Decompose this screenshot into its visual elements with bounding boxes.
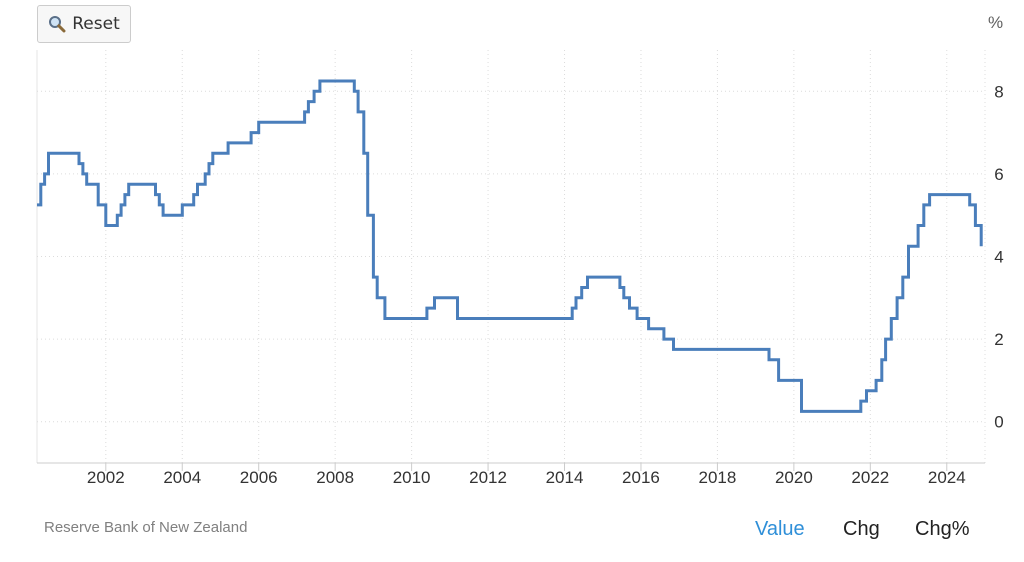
x-tick-label: 2022 xyxy=(851,468,889,487)
x-tick-label: 2014 xyxy=(546,468,584,487)
reset-label: Reset xyxy=(72,14,120,34)
x-tick-label: 2018 xyxy=(699,468,737,487)
mode-chg-pct[interactable]: Chg% xyxy=(915,518,970,540)
series-line xyxy=(37,79,983,413)
series xyxy=(37,79,983,413)
x-tick-label: 2020 xyxy=(775,468,813,487)
mode-chg[interactable]: Chg xyxy=(843,518,880,540)
x-tick-label: 2010 xyxy=(393,468,431,487)
magnifier-icon xyxy=(48,15,66,33)
y-tick-label: 6 xyxy=(994,165,1003,184)
reset-zoom-button[interactable]: Reset xyxy=(37,5,131,43)
y-tick-label: 0 xyxy=(994,413,1003,432)
y-tick-label: 8 xyxy=(994,82,1003,101)
x-tick-label: 2012 xyxy=(469,468,507,487)
x-tick-label: 2006 xyxy=(240,468,278,487)
x-tick-label: 2016 xyxy=(622,468,660,487)
grid xyxy=(36,50,986,463)
x-tick-label: 2004 xyxy=(163,468,201,487)
x-tick-label: 2024 xyxy=(928,468,966,487)
axes: 2002 2004 2006 2008 2010 2012 2014 2016 2018 2020… xyxy=(37,82,1004,487)
data-source: Reserve Bank of New Zealand xyxy=(44,519,248,536)
y-axis-unit: % xyxy=(988,13,1004,32)
mode-value[interactable]: Value xyxy=(755,518,805,540)
x-tick-label: 2002 xyxy=(87,468,125,487)
x-tick-label: 2008 xyxy=(316,468,354,487)
y-tick-label: 4 xyxy=(994,248,1003,267)
y-tick-label: 2 xyxy=(994,330,1003,349)
